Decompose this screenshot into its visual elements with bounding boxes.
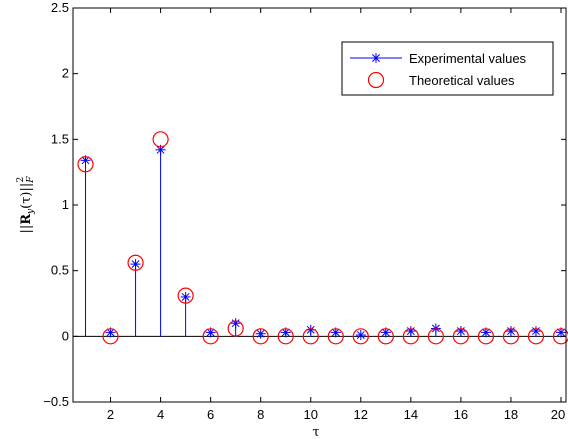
y-axis-label-sub: y xyxy=(26,208,36,215)
point-theoretical xyxy=(102,328,119,345)
point-experimental xyxy=(205,327,216,338)
point-theoretical xyxy=(302,328,319,345)
point-theoretical xyxy=(477,328,495,345)
point-theoretical xyxy=(502,328,520,345)
point-experimental xyxy=(355,330,366,341)
point-theoretical xyxy=(177,287,194,304)
y-axis-label-open: || xyxy=(19,225,34,234)
y-tick-label: 0.5 xyxy=(51,263,69,278)
y-axis-label-sup2: 2 xyxy=(16,177,26,183)
point-experimental xyxy=(330,327,341,338)
x-tick-label: 10 xyxy=(304,407,318,422)
point-experimental xyxy=(180,291,191,302)
x-tick-label: 18 xyxy=(504,407,518,422)
x-tick-label: 14 xyxy=(404,407,418,422)
legend-asterisk-icon xyxy=(371,53,381,63)
point-theoretical xyxy=(452,328,469,345)
point-theoretical xyxy=(77,156,94,173)
point-theoretical xyxy=(552,328,568,345)
point-experimental xyxy=(405,326,416,337)
point-theoretical xyxy=(427,328,444,345)
legend-circle-icon xyxy=(367,71,385,89)
x-tick-label: 16 xyxy=(454,407,468,422)
point-theoretical xyxy=(277,328,294,345)
point-experimental xyxy=(255,328,266,339)
point-theoretical xyxy=(252,328,269,345)
x-axis-label: τ xyxy=(312,425,319,439)
point-theoretical xyxy=(377,328,394,345)
point-experimental xyxy=(530,326,541,337)
legend-entry-theoretical: Theoretical values xyxy=(367,71,515,89)
point-experimental xyxy=(555,327,566,338)
point-theoretical xyxy=(127,254,144,271)
point-theoretical xyxy=(352,328,369,345)
y-tick-label: 1 xyxy=(62,197,69,212)
legend: Experimental values Theoretical values xyxy=(341,41,554,96)
point-theoretical xyxy=(227,320,244,337)
legend-label-experimental: Experimental values xyxy=(409,51,527,66)
y-tick-label: 0 xyxy=(62,328,69,343)
point-experimental xyxy=(505,326,516,337)
y-tick-label: 1.5 xyxy=(51,131,69,146)
point-experimental xyxy=(455,326,466,337)
point-theoretical xyxy=(202,328,219,345)
legend-entry-experimental: Experimental values xyxy=(350,51,527,66)
y-tick-label: 2.5 xyxy=(51,0,69,15)
x-tick-label: 4 xyxy=(157,407,164,422)
point-experimental xyxy=(280,327,291,338)
point-experimental xyxy=(130,259,141,270)
y-axis-label-sub2: F xyxy=(26,176,36,184)
legend-box xyxy=(341,41,554,96)
point-experimental xyxy=(230,318,241,329)
y-axis-label-arg: (τ)|| xyxy=(19,183,34,209)
point-theoretical xyxy=(327,328,344,345)
x-tick-label: 6 xyxy=(207,407,214,422)
legend-label-theoretical: Theoretical values xyxy=(409,73,515,88)
plot-frame xyxy=(72,7,567,403)
y-axis-label-base: R xyxy=(19,214,34,225)
point-theoretical xyxy=(152,131,169,148)
x-tick-label: 12 xyxy=(354,407,368,422)
point-theoretical xyxy=(402,328,419,345)
x-tick-label: 20 xyxy=(551,407,565,422)
y-tick-label: −0.5 xyxy=(43,394,69,409)
x-tick-label: 8 xyxy=(257,407,264,422)
point-theoretical xyxy=(527,328,545,345)
y-tick-label: 2 xyxy=(62,66,69,81)
y-axis-label: ||Ry(τ)||F2 xyxy=(16,176,36,234)
legend-asterisk-mark xyxy=(371,53,381,63)
x-tick-label: 2 xyxy=(107,407,114,422)
